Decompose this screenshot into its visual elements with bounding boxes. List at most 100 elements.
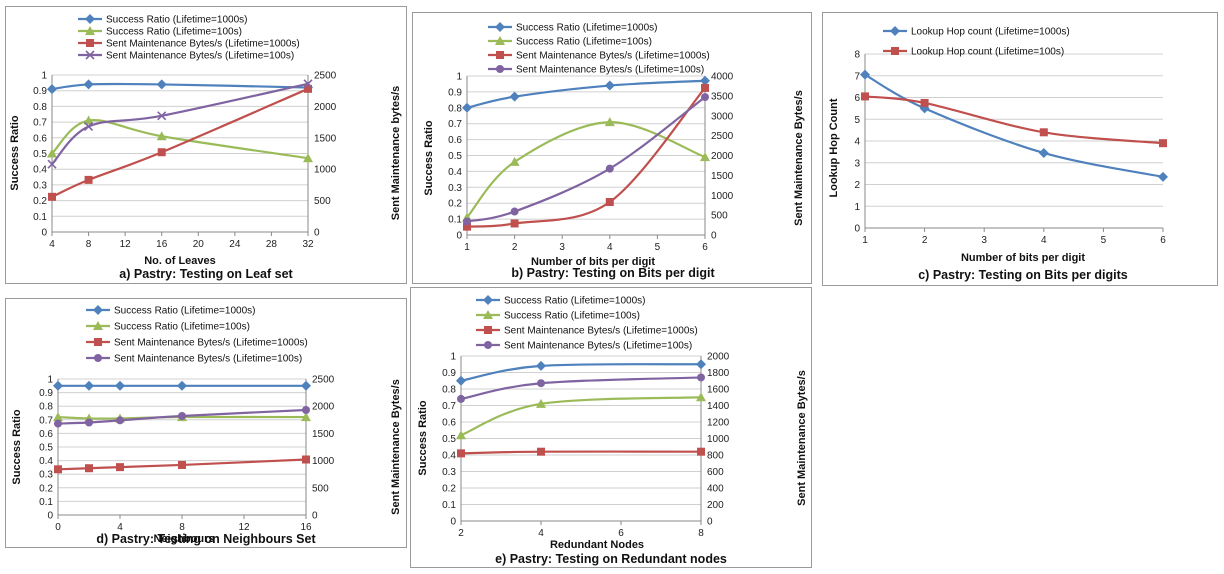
x-axis-label: Number of bits per digit: [961, 252, 1085, 264]
legend-entry-2: Sent Maintenance Bytes/s (Lifetime=1000s…: [504, 326, 698, 337]
y2-tick-label: 1500: [312, 429, 335, 440]
data-point-series-2: [157, 148, 166, 157]
y2-tick-label: 2000: [314, 102, 337, 113]
y2-tick-label: 1400: [707, 401, 730, 412]
chart-e-svg: 0 0.1 0.2 0.3 0.4 0.5 0.6 0.7 0.8 0.9 1 0 200 400 600 8…: [417, 295, 808, 566]
x-tick-label: 5: [1101, 235, 1107, 246]
data-point-series-0: [301, 380, 311, 391]
y-tick-label: 0.4: [448, 167, 462, 178]
data-point-series-0: [156, 79, 167, 90]
data-point-series-0: [462, 102, 472, 113]
y-tick-label: 7: [854, 71, 860, 82]
y-tick-label: 0.5: [442, 434, 456, 445]
y-tick-label: 0.3: [39, 470, 53, 481]
y-tick-label: 0.9: [33, 86, 47, 97]
data-point-series-1: [861, 92, 869, 101]
y-tick-label: 0: [450, 517, 456, 528]
legend-marker-2: [86, 39, 94, 47]
legend-entry-0: Success Ratio (Lifetime=1000s): [106, 15, 247, 26]
data-point-series-0: [604, 80, 615, 91]
legend-marker-1: [891, 47, 899, 55]
data-point-series-0: [53, 380, 63, 391]
y2-tick-label: 1000: [707, 434, 730, 445]
x-tick-label: 12: [238, 522, 250, 533]
y-tick-label: 0.9: [448, 87, 462, 98]
x-tick-label: 4: [49, 239, 55, 250]
x-tick-label: 2: [512, 242, 518, 253]
data-point-series-2: [48, 192, 56, 201]
y-tick-label: 1: [47, 375, 53, 386]
y2-tick-label: 0: [707, 517, 713, 528]
y2-tick-label: 1000: [312, 456, 335, 467]
data-point-series-1: [700, 152, 710, 162]
y2-tick-label: 600: [707, 467, 724, 478]
data-point-series-0: [115, 380, 125, 391]
y-axis-label: Success Ratio: [417, 400, 429, 475]
y2-tick-label: 4000: [711, 72, 734, 83]
data-point-series-3: [605, 164, 614, 173]
data-point-series-1: [1159, 139, 1167, 148]
data-point-series-0: [84, 380, 94, 391]
data-point-series-1: [920, 98, 929, 107]
x-tick-label: 4: [607, 242, 613, 253]
series-line-0: [460, 363, 702, 382]
series-line-0: [466, 79, 706, 109]
data-point-series-1: [536, 398, 546, 408]
y2-axis-label: Sent Maintenance bytes/s: [390, 86, 402, 221]
series-line-1: [57, 415, 307, 420]
y-tick-label: 6: [854, 93, 860, 104]
y2-tick-label: 1200: [707, 418, 730, 429]
series-line-1: [51, 119, 309, 160]
data-point-series-3: [84, 121, 94, 132]
x-axis-label: No. of Leaves: [144, 255, 216, 267]
legend-entry-2: Sent Maintenance Bytes/s (Lifetime=1000s…: [114, 338, 308, 349]
data-point-series-0: [47, 84, 57, 95]
data-point-series-2: [537, 447, 545, 456]
y2-tick-label: 500: [312, 483, 329, 494]
series-line-3: [51, 82, 309, 165]
y-tick-label: 4: [854, 137, 860, 148]
x-axis-label: Redundant Nodes: [550, 539, 644, 551]
legend-entry-3: Sent Maintenance Bytes/s (Lifetime=100s): [504, 341, 692, 352]
legend-marker-1: [483, 310, 493, 319]
y-tick-label: 0.2: [39, 483, 53, 494]
data-point-series-0: [536, 360, 546, 371]
data-point-series-3: [463, 217, 471, 226]
y-axis-label: Success Ratio: [423, 120, 435, 195]
data-point-series-3: [302, 406, 310, 415]
data-point-series-2: [178, 460, 186, 469]
chart-d-svg: 0 0.1 0.2 0.3 0.4 0.5 0.6 0.7 0.8 0.9 1 0 500 1000 150…: [11, 305, 402, 546]
y-tick-label: 0.2: [448, 199, 462, 210]
y-tick-label: 0.8: [39, 402, 53, 413]
chart-caption: e) Pastry: Testing on Redundant nodes: [495, 552, 727, 566]
data-point-series-0: [696, 359, 706, 370]
data-point-series-0: [456, 375, 466, 386]
data-point-series-2: [302, 455, 310, 464]
y2-axis-label: Sent Maintenance Bytes/s: [793, 90, 805, 226]
y-tick-label: 0: [47, 511, 53, 522]
data-point-series-2: [304, 84, 312, 93]
chart-caption: b) Pastry: Testing on Bits per digit: [511, 266, 715, 280]
series-line-0: [51, 82, 309, 91]
y-tick-label: 0.4: [39, 456, 53, 467]
data-point-series-3: [54, 419, 62, 428]
y-tick-label: 0.4: [442, 451, 456, 462]
y2-tick-label: 1800: [707, 368, 730, 379]
data-point-series-2: [85, 464, 93, 473]
y-tick-label: 0: [41, 228, 47, 239]
data-point-series-3: [697, 373, 705, 382]
y2-tick-label: 3000: [711, 111, 734, 122]
x-tick-label: 4: [117, 522, 123, 533]
y2-tick-label: 2000: [312, 402, 335, 413]
data-point-series-3: [157, 111, 167, 121]
legend-entry-1: Success Ratio (Lifetime=100s): [114, 322, 250, 333]
y-tick-label: 0.1: [33, 212, 47, 223]
y-tick-label: 5: [854, 115, 860, 126]
data-point-series-2: [84, 175, 93, 184]
y-tick-label: 0.6: [448, 135, 462, 146]
data-point-series-1: [604, 117, 615, 127]
y-tick-label: 1: [450, 352, 456, 363]
data-point-series-3: [303, 79, 313, 89]
data-point-series-3: [537, 379, 545, 388]
